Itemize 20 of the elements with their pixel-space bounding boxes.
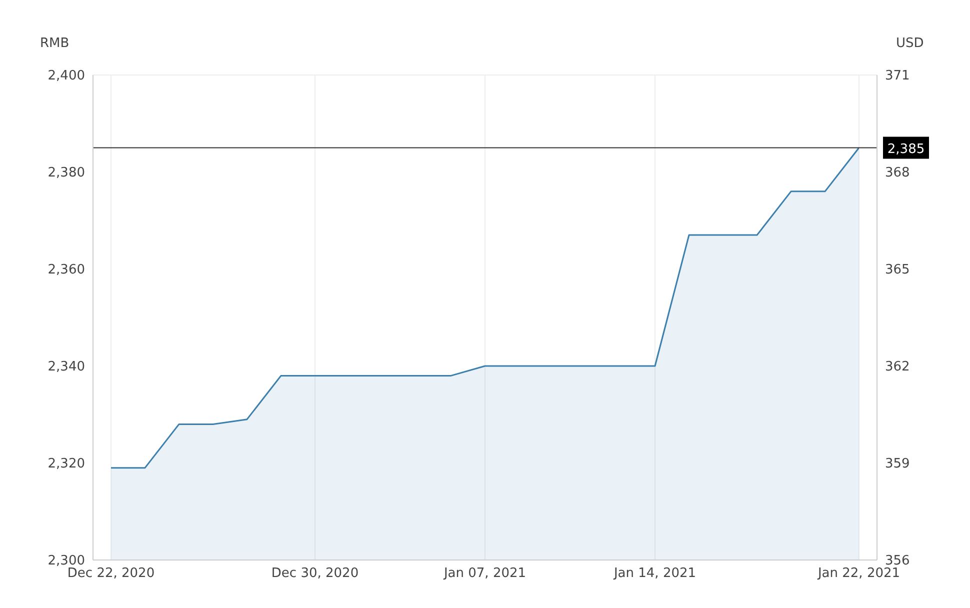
y2-tick-label: 371 <box>885 68 910 84</box>
y2-tick-label: 359 <box>885 456 910 472</box>
y-axis-title: RMB <box>40 36 70 51</box>
y-tick-label: 2,360 <box>48 262 85 278</box>
y-tick-label: 2,380 <box>48 166 85 181</box>
x-tick-label: Jan 22, 2021 <box>816 566 900 582</box>
x-tick-label: Dec 22, 2020 <box>67 566 155 582</box>
y2-tick-label: 368 <box>885 166 910 181</box>
y2-tick-label: 356 <box>885 554 910 569</box>
y-tick-label: 2,300 <box>48 554 85 569</box>
y2-axis-title: USD <box>896 36 924 51</box>
x-tick-label: Jan 14, 2021 <box>612 566 696 582</box>
ref-line-label: 2,385 <box>887 142 925 157</box>
y-tick-label: 2,400 <box>48 68 85 84</box>
y2-tick-label: 365 <box>885 262 910 278</box>
x-tick-label: Dec 30, 2020 <box>271 566 359 582</box>
y-tick-label: 2,340 <box>48 360 85 375</box>
x-tick-label: Jan 07, 2021 <box>442 566 526 582</box>
y2-tick-label: 362 <box>885 360 910 375</box>
y-tick-label: 2,320 <box>48 456 85 472</box>
